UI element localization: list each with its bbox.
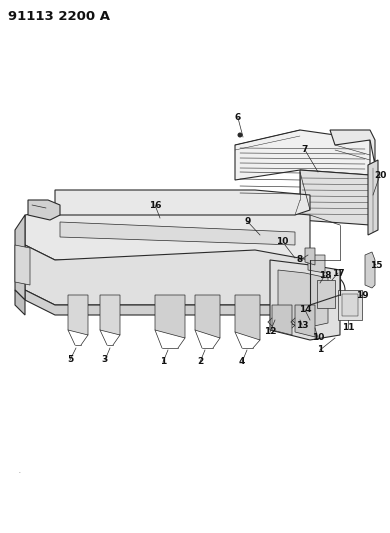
Text: 17: 17 — [332, 269, 344, 278]
Text: .: . — [18, 465, 22, 475]
Text: 10: 10 — [312, 334, 324, 343]
Text: 4: 4 — [239, 358, 245, 367]
Polygon shape — [25, 290, 310, 315]
Text: 1: 1 — [160, 358, 166, 367]
Polygon shape — [272, 305, 292, 335]
Text: 2: 2 — [197, 358, 203, 367]
Text: 20: 20 — [374, 171, 386, 180]
Polygon shape — [155, 295, 185, 338]
Circle shape — [238, 133, 243, 138]
Text: 16: 16 — [149, 200, 161, 209]
Polygon shape — [308, 255, 325, 273]
Text: 3: 3 — [102, 356, 108, 365]
Polygon shape — [15, 290, 25, 315]
Polygon shape — [55, 190, 310, 215]
Polygon shape — [235, 130, 370, 180]
Polygon shape — [300, 165, 375, 225]
Text: 6: 6 — [235, 114, 241, 123]
Polygon shape — [68, 295, 88, 335]
Text: 14: 14 — [299, 305, 311, 314]
Polygon shape — [295, 305, 315, 337]
Polygon shape — [338, 290, 362, 320]
Circle shape — [320, 280, 340, 300]
Polygon shape — [278, 270, 328, 328]
Polygon shape — [342, 294, 358, 316]
Text: 7: 7 — [302, 146, 308, 155]
Text: 18: 18 — [319, 271, 331, 279]
Text: 12: 12 — [264, 327, 276, 336]
Circle shape — [357, 292, 363, 298]
Polygon shape — [60, 222, 295, 245]
Polygon shape — [365, 252, 375, 288]
Text: 11: 11 — [342, 324, 354, 333]
Polygon shape — [305, 248, 315, 265]
Polygon shape — [317, 280, 335, 308]
Text: 15: 15 — [370, 261, 382, 270]
Polygon shape — [100, 295, 120, 335]
Text: 13: 13 — [296, 320, 308, 329]
Text: 5: 5 — [67, 356, 73, 365]
Polygon shape — [25, 245, 310, 305]
Polygon shape — [28, 200, 60, 220]
Text: 8: 8 — [297, 255, 303, 264]
Polygon shape — [15, 215, 25, 300]
Polygon shape — [15, 245, 30, 285]
Text: 19: 19 — [356, 290, 368, 300]
Polygon shape — [270, 260, 340, 340]
Text: 10: 10 — [276, 238, 288, 246]
Polygon shape — [330, 130, 375, 165]
Text: 1: 1 — [317, 345, 323, 354]
Polygon shape — [25, 210, 310, 260]
Polygon shape — [195, 295, 220, 338]
Text: 9: 9 — [245, 217, 251, 227]
Polygon shape — [368, 160, 378, 235]
Text: 91113 2200 A: 91113 2200 A — [8, 10, 110, 23]
Polygon shape — [235, 295, 260, 340]
